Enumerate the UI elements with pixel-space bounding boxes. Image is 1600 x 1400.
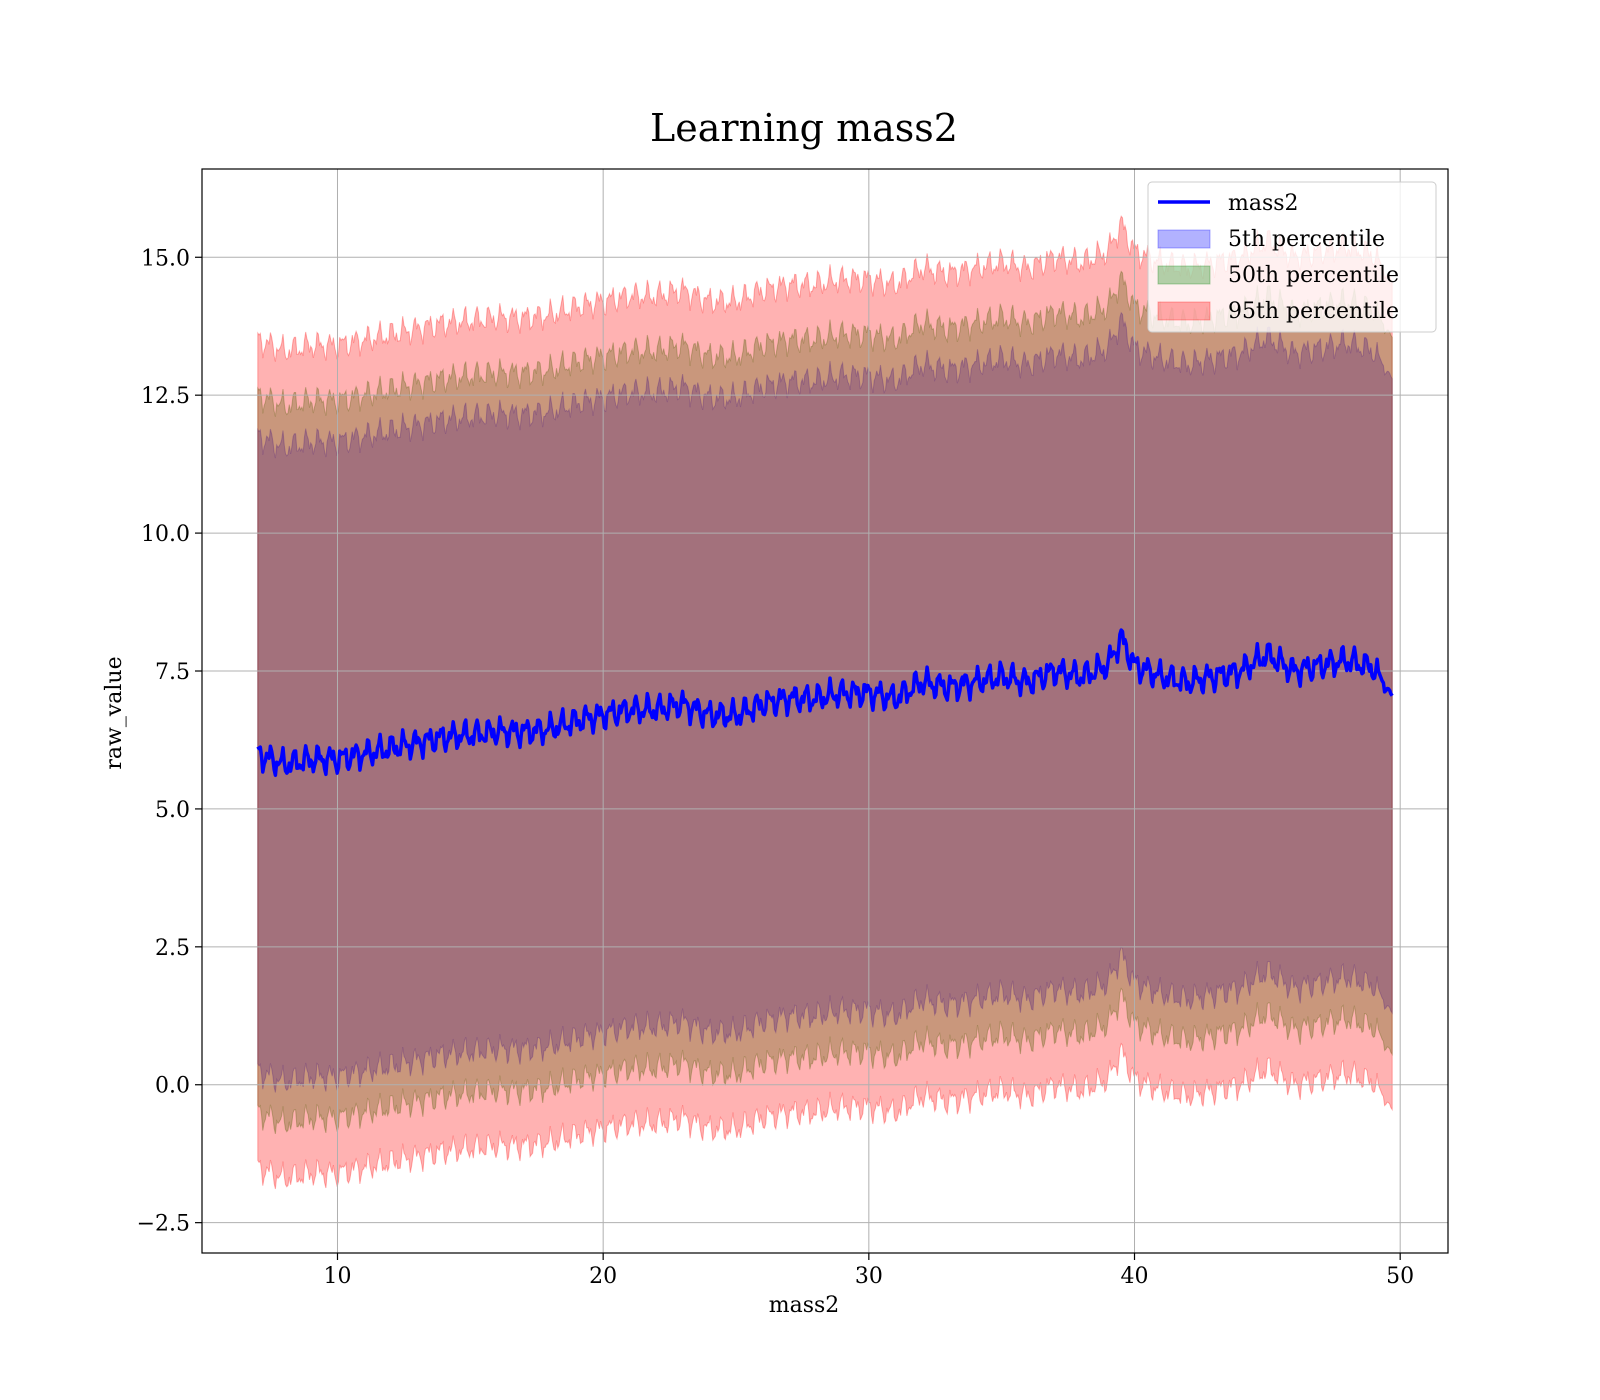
y-tick-label: −2.5 bbox=[137, 1212, 190, 1237]
x-tick-label: 10 bbox=[323, 1264, 351, 1289]
x-tick-label: 30 bbox=[855, 1264, 883, 1289]
series-line-mass2 bbox=[256, 628, 1394, 778]
y-axis-label: raw_value bbox=[102, 656, 127, 769]
y-tick-label: 2.5 bbox=[155, 936, 190, 961]
y-tick-label: 5.0 bbox=[155, 798, 190, 823]
legend-swatch-band bbox=[1157, 229, 1211, 249]
plot-frame bbox=[201, 168, 1449, 1254]
legend-label: 50th percentile bbox=[1228, 263, 1399, 288]
legend-swatch-band bbox=[1157, 265, 1211, 285]
legend: mass2 5th percentile 50th percentile 95th p… bbox=[1147, 181, 1437, 333]
legend-label: 5th percentile bbox=[1228, 227, 1385, 252]
legend-box bbox=[1147, 181, 1437, 333]
x-tick-label: 40 bbox=[1121, 1264, 1149, 1289]
legend-label: mass2 bbox=[1228, 191, 1299, 216]
x-axis-label: mass2 bbox=[769, 1293, 840, 1318]
y-tick-label: 15.0 bbox=[141, 246, 190, 271]
legend-label: 95th percentile bbox=[1228, 299, 1399, 324]
y-tick-label: 7.5 bbox=[155, 660, 190, 685]
legend-swatch-band bbox=[1157, 301, 1211, 321]
x-tick-label: 20 bbox=[589, 1264, 617, 1289]
y-tick-label: 12.5 bbox=[141, 384, 190, 409]
chart-title: Learning mass2 bbox=[650, 106, 958, 150]
y-tick-label: 0.0 bbox=[155, 1074, 190, 1099]
y-tick-label: 10.0 bbox=[141, 522, 190, 547]
plot-area: 10 20 30 40 50 −2.5 0.0 2.5 5.0 7.5 10.0 12.5 15.0 bbox=[137, 168, 1449, 1289]
x-tick-label: 50 bbox=[1386, 1264, 1414, 1289]
